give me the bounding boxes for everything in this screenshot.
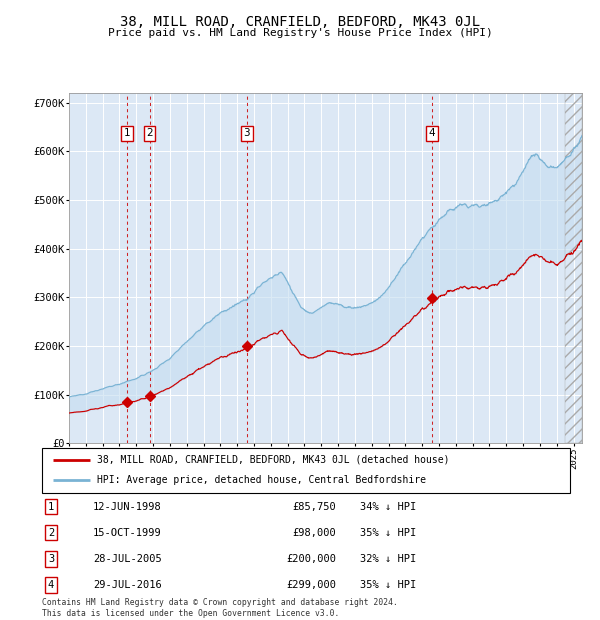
Text: £98,000: £98,000	[292, 528, 336, 538]
Text: 3: 3	[244, 128, 250, 138]
Text: 12-JUN-1998: 12-JUN-1998	[93, 502, 162, 512]
Text: 3: 3	[48, 554, 54, 564]
Text: Price paid vs. HM Land Registry's House Price Index (HPI): Price paid vs. HM Land Registry's House …	[107, 28, 493, 38]
Text: Contains HM Land Registry data © Crown copyright and database right 2024.
This d: Contains HM Land Registry data © Crown c…	[42, 598, 398, 618]
Text: £299,000: £299,000	[286, 580, 336, 590]
Text: £85,750: £85,750	[292, 502, 336, 512]
Text: 35% ↓ HPI: 35% ↓ HPI	[360, 528, 416, 538]
Text: 2: 2	[146, 128, 153, 138]
Text: 34% ↓ HPI: 34% ↓ HPI	[360, 502, 416, 512]
Text: 4: 4	[48, 580, 54, 590]
Text: 28-JUL-2005: 28-JUL-2005	[93, 554, 162, 564]
Text: 1: 1	[48, 502, 54, 512]
Text: 15-OCT-1999: 15-OCT-1999	[93, 528, 162, 538]
Text: 1: 1	[124, 128, 130, 138]
Text: 38, MILL ROAD, CRANFIELD, BEDFORD, MK43 0JL (detached house): 38, MILL ROAD, CRANFIELD, BEDFORD, MK43 …	[97, 455, 450, 465]
Text: 38, MILL ROAD, CRANFIELD, BEDFORD, MK43 0JL: 38, MILL ROAD, CRANFIELD, BEDFORD, MK43 …	[120, 16, 480, 30]
Text: 4: 4	[428, 128, 435, 138]
Text: HPI: Average price, detached house, Central Bedfordshire: HPI: Average price, detached house, Cent…	[97, 474, 427, 484]
Text: 29-JUL-2016: 29-JUL-2016	[93, 580, 162, 590]
Text: £200,000: £200,000	[286, 554, 336, 564]
Text: 32% ↓ HPI: 32% ↓ HPI	[360, 554, 416, 564]
Text: 35% ↓ HPI: 35% ↓ HPI	[360, 580, 416, 590]
Text: 2: 2	[48, 528, 54, 538]
